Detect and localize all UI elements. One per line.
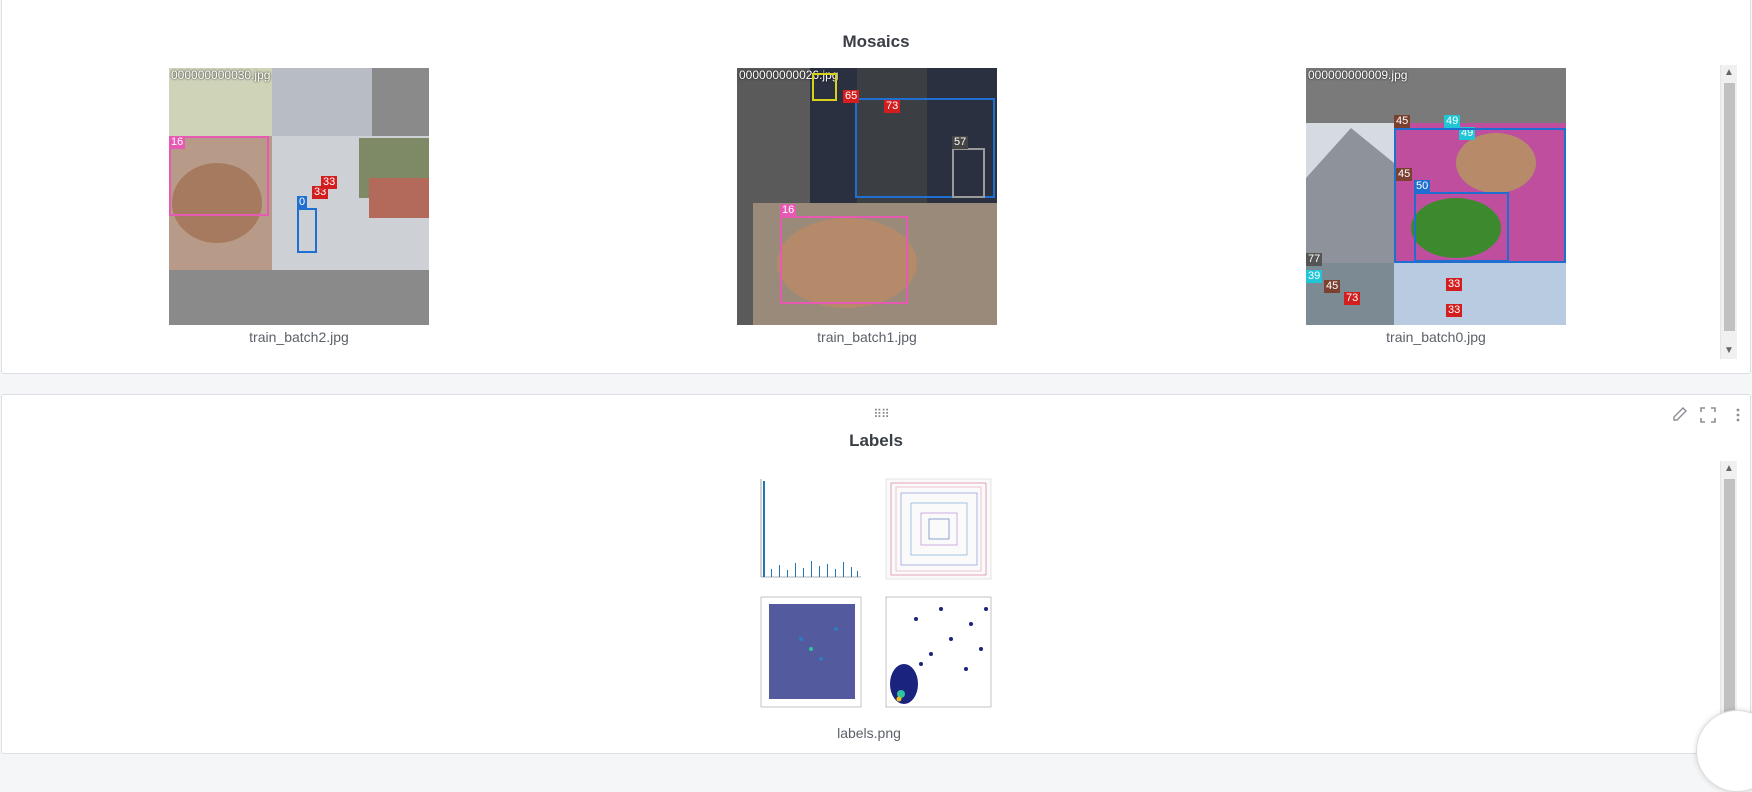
bbox	[780, 216, 908, 304]
bbox-label: 73	[1344, 292, 1361, 305]
mosaic-caption: train_batch0.jpg	[1386, 329, 1486, 345]
labels-image[interactable]	[741, 469, 997, 717]
drag-handle-icon[interactable]: ⠿⠿	[873, 407, 890, 421]
scrollbar-thumb[interactable]	[1724, 479, 1735, 753]
bbox-label: 45	[1324, 280, 1341, 293]
mosaic-image-train-batch1[interactable]: 000000000026.jpg 65 73 57 16	[737, 68, 997, 325]
mosaic-caption: train_batch1.jpg	[817, 329, 917, 345]
scroll-up-arrow-icon[interactable]: ▲	[1724, 67, 1734, 78]
panel-title-mosaics: Mosaics	[842, 32, 910, 51]
bbox-label: 45	[1394, 115, 1411, 128]
panel-title-labels: Labels	[849, 431, 903, 450]
mosaic-overlay-filename: 000000000009.jpg	[1308, 68, 1408, 82]
expand-icon[interactable]	[1698, 405, 1718, 425]
bbox-label: 77	[1306, 253, 1323, 266]
labels-caption: labels.png	[837, 725, 901, 741]
pencil-icon[interactable]	[1670, 405, 1690, 425]
bbox-label: 33	[1446, 278, 1463, 291]
labels-panel: ⠿⠿ Labels	[1, 394, 1751, 754]
bbox	[812, 73, 837, 101]
scroll-down-arrow-icon[interactable]: ▼	[1724, 345, 1734, 356]
bbox	[297, 208, 317, 253]
bbox	[952, 148, 985, 198]
bbox	[1394, 128, 1566, 263]
mosaic-art	[737, 68, 997, 325]
labels-art	[760, 478, 992, 708]
bbox-label: 49	[1459, 127, 1476, 140]
labels-scrollbar[interactable]: ▲	[1720, 461, 1737, 753]
bbox-label: 33	[1446, 304, 1463, 317]
bbox	[855, 98, 995, 198]
mosaic-overlay-filename: 000000000030.jpg	[171, 68, 271, 82]
bbox-label: 50	[1414, 180, 1431, 193]
bbox-label: 0	[297, 196, 308, 209]
bbox-label: 49	[1444, 115, 1461, 128]
mosaic-image-train-batch0[interactable]: 000000000009.jpg 45 49 49 45 50 77 39 45…	[1306, 68, 1566, 325]
mosaic-image-train-batch2[interactable]: 000000000030.jpg 16 0 33 33	[169, 68, 429, 325]
bbox	[169, 136, 269, 216]
bbox	[1414, 192, 1509, 262]
scroll-up-arrow-icon[interactable]: ▲	[1724, 463, 1734, 474]
bbox-label: 16	[780, 204, 797, 217]
mosaics-scrollbar[interactable]: ▲ ▼	[1720, 65, 1737, 359]
bbox-label: 16	[169, 136, 186, 149]
bbox-label: 33	[321, 176, 338, 189]
bbox-label: 39	[1306, 270, 1323, 283]
bbox-label: 73	[884, 100, 901, 113]
mosaic-art	[1306, 68, 1566, 325]
bbox-label: 57	[952, 136, 969, 149]
scrollbar-thumb[interactable]	[1724, 83, 1735, 331]
kebab-menu-icon[interactable]	[1728, 405, 1748, 425]
bbox-label: 33	[312, 186, 329, 199]
mosaics-panel: Mosaics 000000000030.jpg 16 0 33 33 trai…	[1, 0, 1751, 374]
bbox-label: 65	[843, 90, 860, 103]
bbox-label: 45	[1396, 168, 1413, 181]
mosaic-caption: train_batch2.jpg	[249, 329, 349, 345]
